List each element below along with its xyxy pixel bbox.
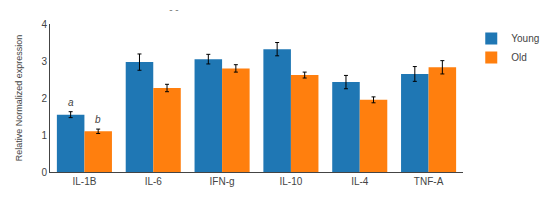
svg-text:1: 1 [41, 130, 47, 141]
svg-text:- -: - - [169, 4, 178, 15]
svg-text:TNF-A: TNF-A [414, 176, 444, 187]
svg-text:3: 3 [41, 56, 47, 67]
svg-text:0: 0 [41, 167, 47, 178]
svg-text:IL-4: IL-4 [351, 176, 369, 187]
svg-text:b: b [95, 114, 101, 125]
svg-text:4: 4 [41, 19, 47, 30]
svg-text:IL-10: IL-10 [280, 176, 303, 187]
svg-text:Old: Old [511, 52, 527, 63]
svg-text:IL-6: IL-6 [145, 176, 163, 187]
svg-text:Young: Young [511, 33, 539, 44]
svg-text:Relative Normalized expression: Relative Normalized expression [14, 35, 24, 162]
svg-text:IL-1B: IL-1B [72, 176, 96, 187]
svg-text:IFN-g: IFN-g [210, 176, 235, 187]
svg-text:2: 2 [41, 93, 47, 104]
svg-text:a: a [68, 97, 74, 108]
